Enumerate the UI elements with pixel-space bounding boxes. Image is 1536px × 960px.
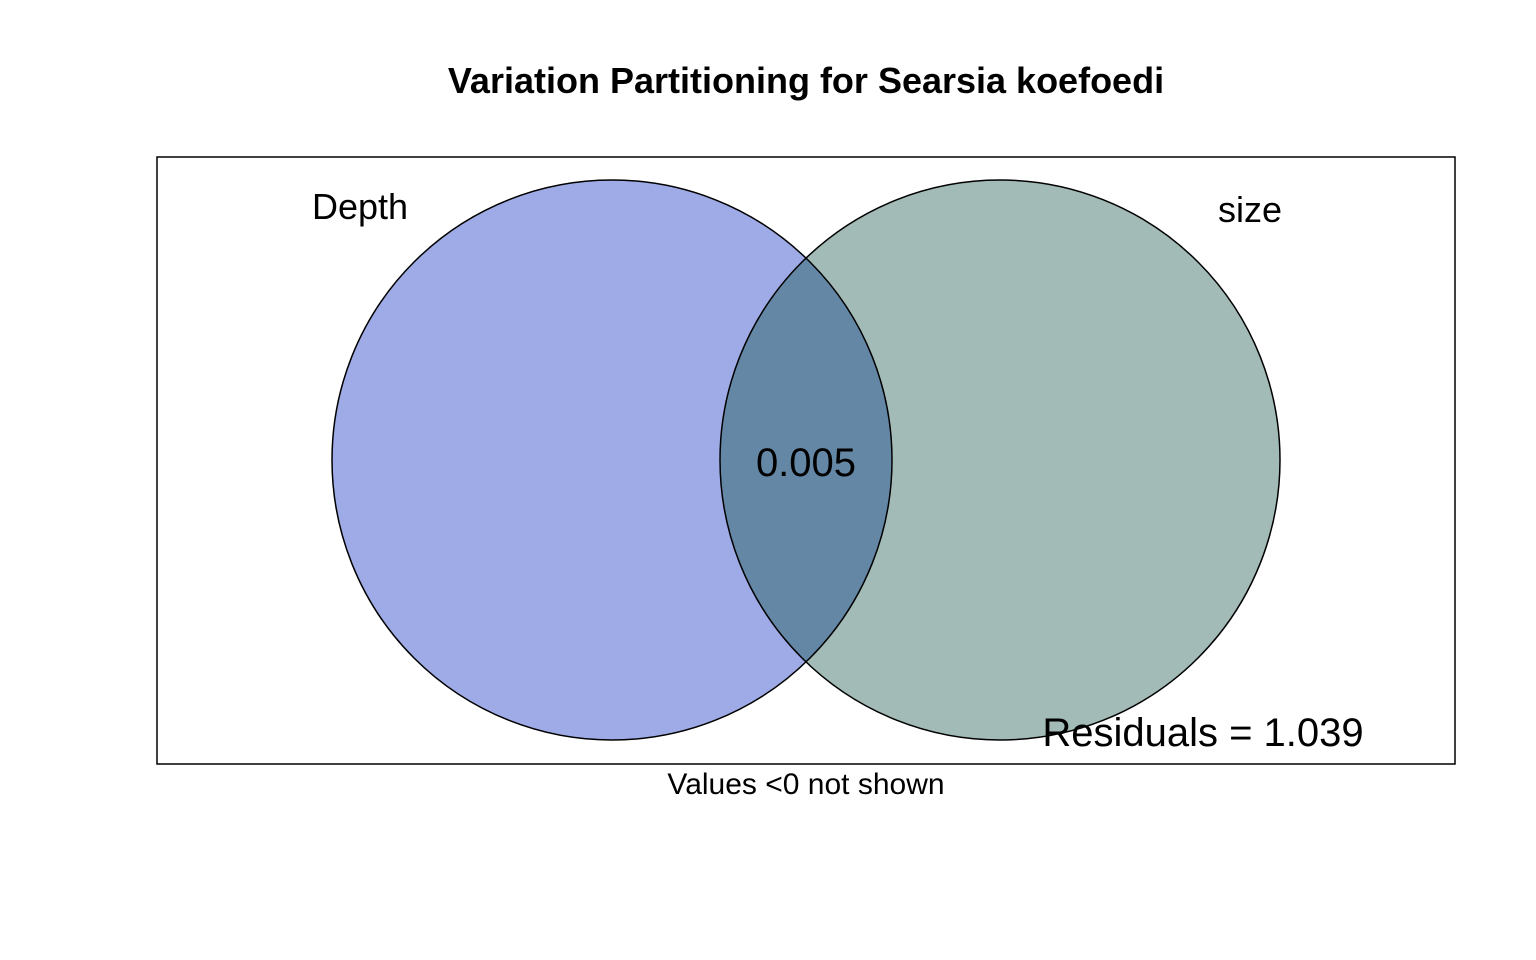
depth-set-circle bbox=[332, 180, 892, 740]
size-set-circle bbox=[720, 180, 1280, 740]
intersection-value: 0.005 bbox=[756, 441, 856, 485]
plot-frame bbox=[156, 156, 1456, 765]
diagram-title: Variation Partitioning for Searsia koefo… bbox=[448, 60, 1164, 101]
depth-set-label: Depth bbox=[312, 186, 408, 227]
size-set-outline bbox=[719, 179, 1281, 741]
depth-set-outline bbox=[331, 179, 893, 741]
negative-values-note: Values <0 not shown bbox=[667, 768, 944, 801]
residuals-value: Residuals = 1.039 bbox=[1042, 711, 1363, 755]
size-set-label: size bbox=[1218, 189, 1282, 230]
